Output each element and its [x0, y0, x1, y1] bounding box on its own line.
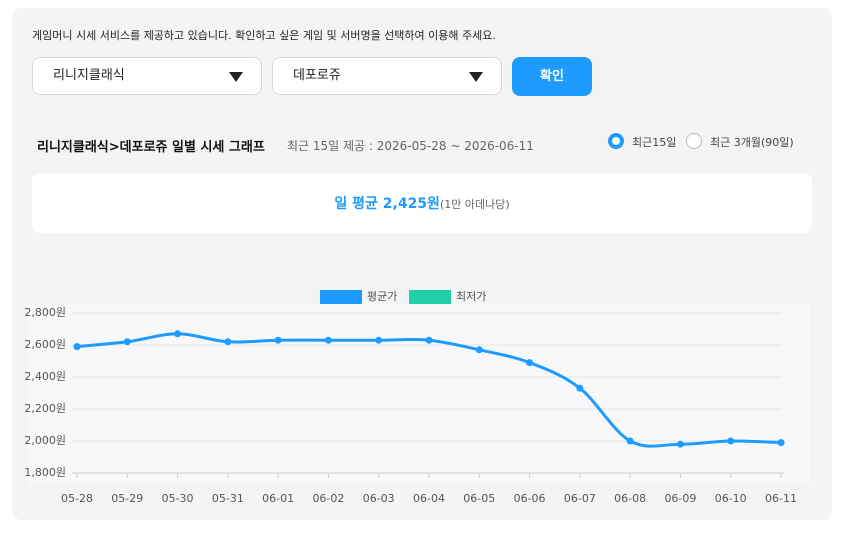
game-select[interactable]: 리니지클래식 [32, 57, 262, 95]
point [73, 343, 81, 351]
point [475, 346, 483, 354]
y-tick-label: 2,400원 [24, 370, 66, 383]
point [123, 338, 131, 346]
notice: 게임머니 시세 서비스를 제공하고 있습니다. 확인하고 싶은 게임 및 서버명… [32, 29, 496, 42]
x-tick-label: 06-02 [312, 492, 344, 505]
x-tick-label: 05-30 [162, 492, 194, 505]
point [576, 384, 584, 392]
point [425, 336, 433, 344]
x-tick-label: 06-10 [715, 492, 747, 505]
point [626, 437, 634, 445]
y-tick-label: 2,600원 [24, 338, 66, 351]
point [274, 336, 282, 344]
x-tick-label: 06-07 [564, 492, 596, 505]
point [224, 338, 232, 346]
radio-label[interactable]: 최근 3개월(90일) [710, 136, 794, 149]
x-tick-label: 05-29 [111, 492, 143, 505]
unit: (1만 아데나당) [439, 198, 510, 211]
x-tick-label: 06-06 [514, 492, 546, 505]
point [526, 359, 534, 367]
radio[interactable] [608, 133, 624, 149]
point [676, 440, 684, 448]
select-text: 데포로쥬 [293, 68, 341, 83]
y-tick-label: 1,800원 [24, 466, 66, 479]
select-text: 리니지클래식 [53, 68, 125, 83]
y-tick-label: 2,800원 [24, 306, 66, 319]
radio-label[interactable]: 최근15일 [632, 136, 677, 149]
x-tick-label: 06-01 [262, 492, 294, 505]
x-tick-label: 06-03 [363, 492, 395, 505]
confirm-button[interactable]: 확인 [512, 57, 592, 96]
point [777, 439, 785, 447]
point [375, 336, 383, 344]
point [324, 336, 332, 344]
x-tick-label: 05-28 [61, 492, 93, 505]
plot-area [28, 305, 810, 485]
heading: 리니지클래식>데포로쥬 일별 시세 그래프 [37, 140, 265, 155]
legend-swatch [320, 290, 362, 304]
summary-box: 일 평균 2,425원(1만 아데나당) [32, 173, 812, 233]
x-tick-label: 05-31 [212, 492, 244, 505]
select-arrow [229, 72, 243, 82]
point [727, 437, 735, 445]
y-tick-label: 2,200원 [24, 402, 66, 415]
average: 일 평균 2,425원 [334, 196, 440, 212]
select-arrow [469, 72, 483, 82]
x-tick-label: 06-05 [463, 492, 495, 505]
y-tick-label: 2,000원 [24, 434, 66, 447]
legend-label: 평균가 [367, 290, 397, 303]
point [174, 330, 182, 338]
radio[interactable] [686, 133, 702, 149]
x-tick-label: 06-04 [413, 492, 445, 505]
x-tick-label: 06-11 [765, 492, 797, 505]
legend-swatch [409, 290, 451, 304]
period-note: 최근 15일 제공 : 2026-05-28 ~ 2026-06-11 [287, 139, 534, 153]
legend-label: 최저가 [456, 290, 486, 303]
server-select[interactable]: 데포로쥬 [272, 57, 502, 95]
x-tick-label: 06-08 [614, 492, 646, 505]
x-tick-label: 06-09 [664, 492, 696, 505]
